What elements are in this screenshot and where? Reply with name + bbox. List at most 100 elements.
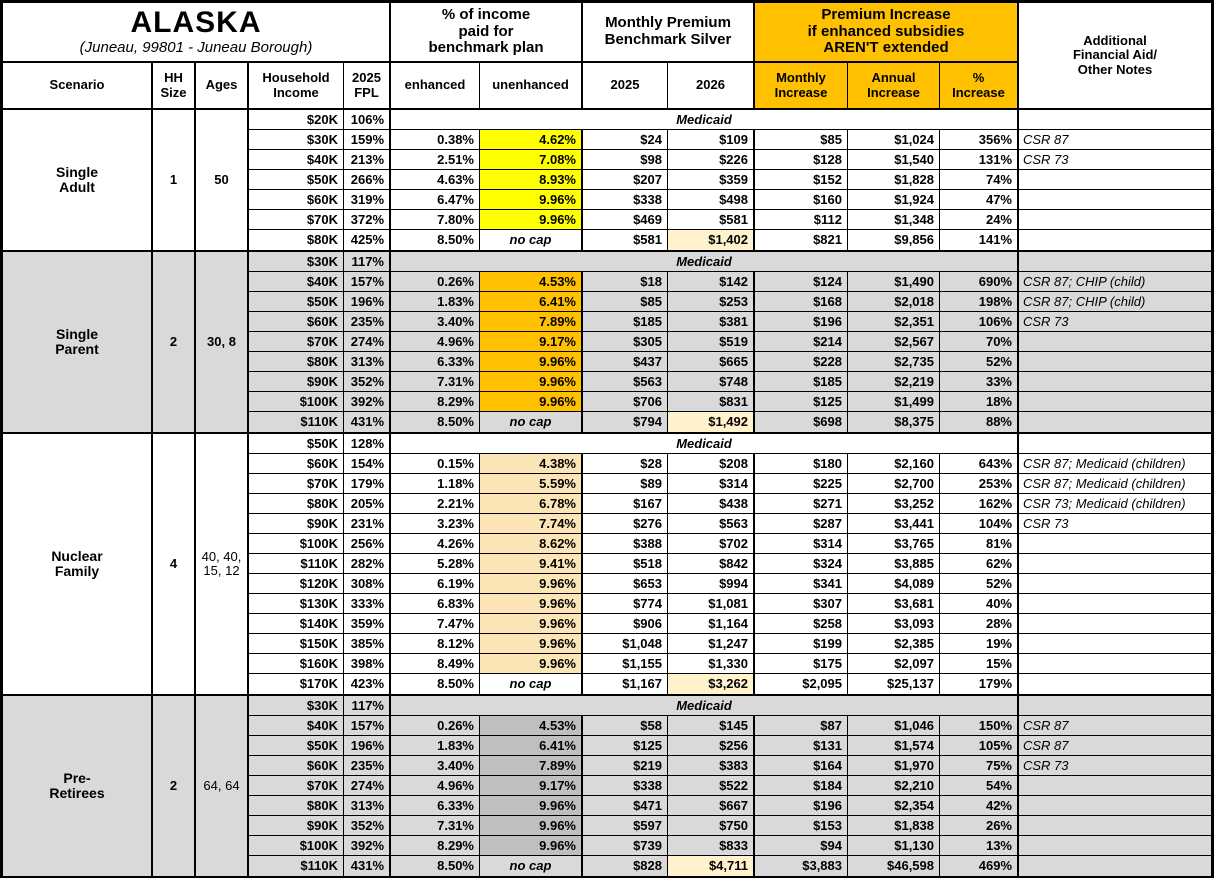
pct-increase-cell: 356% [940,130,1019,150]
fpl-cell: 359% [344,614,391,634]
unenhanced-pct-cell: 9.41% [480,554,583,574]
annual-increase-cell: $1,828 [848,170,940,190]
fpl-cell: 372% [344,210,391,230]
premium-2025-cell: $563 [583,372,668,392]
pct-increase-cell: 179% [940,674,1019,694]
premium-2025-cell: $597 [583,816,668,836]
premium-2025-cell: $276 [583,514,668,534]
unenhanced-pct-cell: 7.89% [480,312,583,332]
premium-2026-cell: $563 [668,514,755,534]
annual-increase-cell: $1,924 [848,190,940,210]
section-single-parent: Single Parent 2 30, 8 $30K 117% Medicaid $40K 1… [3,252,1211,434]
premium-2025-cell: $653 [583,574,668,594]
section-nuclear-family: Nuclear Family 4 40, 40, 15, 12 $50K 128% Med… [3,434,1211,696]
income-cell: $60K [249,190,344,210]
col-header-2025: 2025 [583,63,668,108]
annual-increase-cell: $3,093 [848,614,940,634]
fpl-cell: 235% [344,312,391,332]
premium-2025-cell: $469 [583,210,668,230]
premium-2026-cell: $208 [668,454,755,474]
unenhanced-pct-cell: 9.96% [480,372,583,392]
pct-increase-cell: 33% [940,372,1019,392]
notes-cell [1019,230,1211,250]
unenhanced-pct-cell: 8.93% [480,170,583,190]
pct-increase-cell: 52% [940,352,1019,372]
notes-cell [1019,412,1211,432]
monthly-increase-cell: $307 [755,594,848,614]
col-header-hh-size: HH Size [153,63,196,108]
notes-cell [1019,776,1211,796]
monthly-increase-cell: $3,883 [755,856,848,876]
premium-2026-cell: $702 [668,534,755,554]
monthly-increase-cell: $125 [755,392,848,412]
premium-2026-cell: $1,164 [668,614,755,634]
pct-increase-cell: 88% [940,412,1019,432]
fpl-cell: 274% [344,776,391,796]
premium-2026-cell: $994 [668,574,755,594]
pct-increase-cell: 141% [940,230,1019,250]
monthly-increase-cell: $87 [755,716,848,736]
premium-2026-cell: $3,262 [668,674,755,694]
annual-increase-cell: $1,348 [848,210,940,230]
pct-increase-cell: 690% [940,272,1019,292]
ages-cell: 40, 40, 15, 12 [196,434,249,694]
notes-cell [1019,654,1211,674]
income-cell: $150K [249,634,344,654]
enhanced-pct-cell: 2.51% [391,150,480,170]
notes-cell: CSR 87 [1019,736,1211,756]
pct-increase-cell: 75% [940,756,1019,776]
col-header-2026: 2026 [668,63,755,108]
pct-increase-cell: 18% [940,392,1019,412]
premium-2025-cell: $125 [583,736,668,756]
annual-increase-cell: $4,089 [848,574,940,594]
premium-2025-cell: $18 [583,272,668,292]
monthly-increase-cell: $164 [755,756,848,776]
premium-2026-cell: $438 [668,494,755,514]
income-cell: $110K [249,554,344,574]
group-header-increase: Premium Increase if enhanced subsidies A… [755,3,1019,63]
premium-2025-cell: $1,048 [583,634,668,654]
premium-2026-cell: $1,247 [668,634,755,654]
notes-cell [1019,836,1211,856]
annual-increase-cell: $1,024 [848,130,940,150]
fpl-cell: 385% [344,634,391,654]
premium-2026-cell: $833 [668,836,755,856]
notes-cell: CSR 73 [1019,312,1211,332]
income-cell: $100K [249,836,344,856]
premium-2025-cell: $207 [583,170,668,190]
pct-increase-cell: 81% [940,534,1019,554]
unenhanced-pct-cell: 4.53% [480,272,583,292]
monthly-increase-cell: $199 [755,634,848,654]
notes-cell [1019,696,1211,716]
col-header-ages: Ages [196,63,249,108]
unenhanced-pct-cell: 9.96% [480,796,583,816]
unenhanced-pct-cell: no cap [480,412,583,432]
unenhanced-pct-cell: 7.08% [480,150,583,170]
annual-increase-cell: $3,885 [848,554,940,574]
monthly-increase-cell: $94 [755,836,848,856]
fpl-cell: 157% [344,716,391,736]
annual-increase-cell: $1,490 [848,272,940,292]
premium-2026-cell: $581 [668,210,755,230]
enhanced-pct-cell: 8.29% [391,392,480,412]
premium-2025-cell: $338 [583,776,668,796]
enhanced-pct-cell: 8.50% [391,856,480,876]
fpl-cell: 425% [344,230,391,250]
notes-cell [1019,796,1211,816]
monthly-increase-cell: $185 [755,372,848,392]
income-cell: $160K [249,654,344,674]
hh-size-cell: 2 [153,252,196,432]
pct-increase-cell: 40% [940,594,1019,614]
enhanced-pct-cell: 1.83% [391,736,480,756]
unenhanced-pct-cell: 7.74% [480,514,583,534]
notes-cell: CSR 87 [1019,716,1211,736]
unenhanced-pct-cell: no cap [480,856,583,876]
monthly-increase-cell: $698 [755,412,848,432]
premium-2026-cell: $522 [668,776,755,796]
scenario-label: Pre- Retirees [3,696,153,876]
notes-cell: CSR 73 [1019,756,1211,776]
premium-2026-cell: $383 [668,756,755,776]
premium-2025-cell: $471 [583,796,668,816]
pct-increase-cell: 24% [940,210,1019,230]
